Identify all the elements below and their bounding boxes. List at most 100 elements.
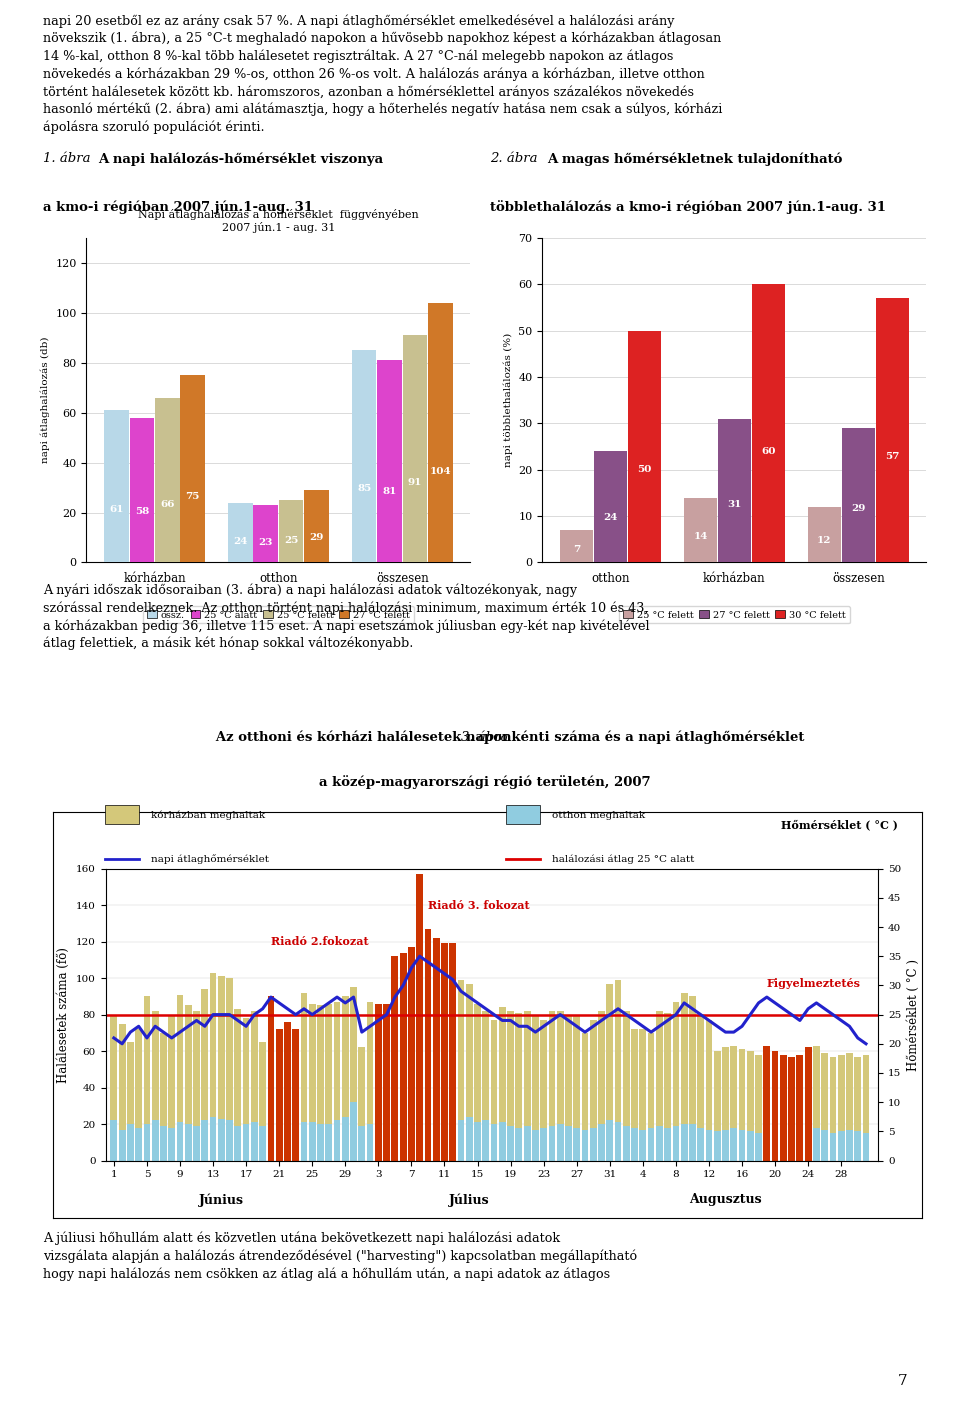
Bar	[110, 1121, 117, 1161]
Text: a kmo-i régióban 2007 jún.1-aug. 31: a kmo-i régióban 2007 jún.1-aug. 31	[43, 201, 313, 214]
Text: Figyelmeztetés: Figyelmeztetés	[767, 978, 861, 990]
Bar	[251, 1011, 258, 1122]
Bar	[706, 1129, 712, 1161]
Text: halálozási átlag 25 °C alatt: halálozási átlag 25 °C alatt	[552, 854, 695, 864]
Bar	[648, 1128, 655, 1161]
Text: Hőmérséklet ( °C ): Hőmérséklet ( °C )	[780, 819, 898, 830]
Bar	[607, 1121, 613, 1161]
Bar	[268, 997, 275, 1116]
Text: 14: 14	[693, 533, 708, 541]
Bar	[253, 506, 278, 562]
Bar	[516, 1012, 522, 1128]
Bar	[110, 1014, 117, 1121]
Bar	[424, 928, 431, 1102]
FancyBboxPatch shape	[506, 805, 540, 823]
Bar	[383, 1004, 390, 1121]
Bar	[352, 350, 376, 562]
Bar	[614, 980, 621, 1122]
Bar	[309, 1004, 316, 1122]
Bar	[838, 1131, 845, 1161]
Bar	[589, 1128, 596, 1161]
Bar	[408, 947, 415, 1094]
Bar	[367, 1002, 373, 1124]
Bar	[780, 1055, 787, 1131]
Bar	[804, 1129, 811, 1161]
Bar	[689, 997, 696, 1124]
Bar	[259, 1126, 266, 1161]
Bar	[813, 1045, 820, 1128]
Bar	[681, 993, 687, 1124]
Bar	[548, 1126, 555, 1161]
Bar	[499, 1122, 506, 1161]
Bar	[623, 1011, 630, 1126]
Bar	[664, 1012, 671, 1128]
Bar	[130, 417, 155, 562]
Bar	[193, 1011, 200, 1126]
Bar	[474, 1122, 481, 1161]
Text: többlethalálozás a kmo-i régióban 2007 jún.1-aug. 31: többlethalálozás a kmo-i régióban 2007 j…	[490, 201, 885, 214]
Bar	[358, 1048, 365, 1126]
Bar	[589, 1020, 596, 1128]
Title: Napi átlaghalálozás a hőmérséklet  függvényében
2007 jún.1 - aug. 31: Napi átlaghalálozás a hőmérséklet függvé…	[138, 209, 419, 234]
Bar	[284, 1022, 291, 1126]
Bar	[507, 1126, 514, 1161]
Bar	[168, 1128, 175, 1161]
Bar	[177, 994, 183, 1122]
Bar	[614, 1122, 621, 1161]
Bar	[367, 1124, 373, 1161]
FancyBboxPatch shape	[106, 805, 139, 823]
Bar	[731, 1128, 737, 1161]
Bar	[209, 973, 216, 1116]
Bar	[135, 1030, 142, 1128]
Bar	[772, 1051, 779, 1128]
Bar	[375, 1122, 382, 1161]
Bar	[268, 1116, 275, 1161]
Text: 12: 12	[817, 535, 831, 545]
Text: 50: 50	[637, 466, 652, 474]
Bar	[854, 1057, 861, 1131]
Bar	[284, 1126, 291, 1161]
Text: A júliusi hőhullám alatt és közvetlen utána bekövetkezett napi halálozási adatok: A júliusi hőhullám alatt és közvetlen ut…	[43, 1232, 637, 1280]
Bar	[788, 1134, 795, 1161]
Bar	[228, 503, 252, 562]
Bar	[752, 285, 784, 562]
Bar	[516, 1128, 522, 1161]
Bar	[185, 1005, 192, 1124]
Bar	[631, 1128, 638, 1161]
Text: 23: 23	[258, 538, 273, 547]
Bar	[829, 1134, 836, 1161]
Text: 7: 7	[573, 545, 580, 554]
Text: otthon meghaltak: otthon meghaltak	[552, 810, 645, 820]
Bar	[491, 1124, 497, 1161]
Bar	[565, 1017, 572, 1126]
Bar	[144, 997, 151, 1124]
Bar	[607, 984, 613, 1121]
Text: 2. ábra: 2. ábra	[490, 152, 537, 165]
Bar	[292, 1030, 300, 1124]
Bar	[292, 1124, 300, 1161]
Bar	[491, 1020, 497, 1124]
Bar	[763, 1129, 770, 1161]
Text: kórházban meghaltak: kórházban meghaltak	[152, 810, 266, 820]
Text: Augusztus: Augusztus	[689, 1193, 762, 1206]
Bar	[573, 1014, 580, 1128]
Bar	[417, 1084, 423, 1161]
Bar	[722, 1129, 729, 1161]
Bar	[433, 938, 440, 1102]
Bar	[342, 997, 348, 1116]
Bar	[399, 1106, 406, 1161]
Bar	[375, 1004, 382, 1122]
Bar	[797, 1055, 804, 1131]
Bar	[842, 429, 875, 562]
Text: A magas hőmérsékletnek tulajdonítható: A magas hőmérsékletnek tulajdonítható	[547, 152, 842, 165]
Bar	[243, 1124, 250, 1161]
Bar	[673, 1126, 680, 1161]
Bar	[127, 1042, 133, 1124]
Bar	[342, 1116, 348, 1161]
Bar	[227, 978, 233, 1121]
Bar	[466, 1116, 472, 1161]
Text: Riadó 2.fokozat: Riadó 2.fokozat	[271, 936, 369, 947]
Y-axis label: napi többlethalálozás (%): napi többlethalálozás (%)	[503, 333, 513, 467]
Bar	[706, 1020, 712, 1129]
Text: 1. ábra: 1. ábra	[43, 152, 90, 165]
